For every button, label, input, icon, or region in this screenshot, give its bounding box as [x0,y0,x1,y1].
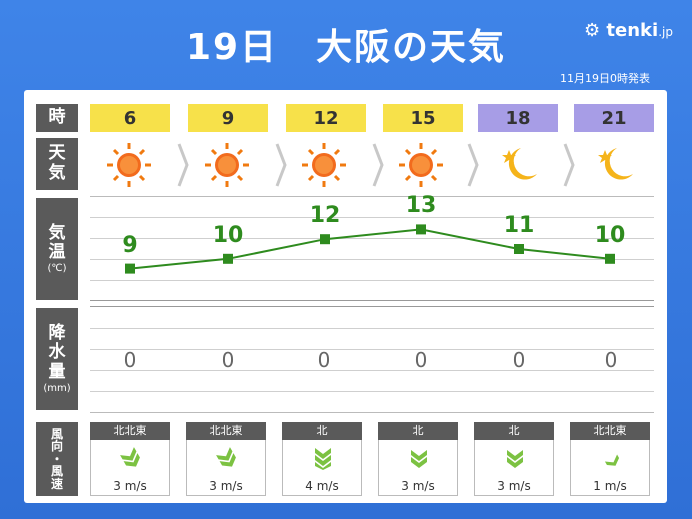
temperature-point [514,244,524,254]
temperature-point [320,234,330,245]
gridline [90,280,654,281]
divider [90,306,654,307]
precip-value: 0 [604,348,618,372]
wind-arrow-icon [507,450,523,468]
precip-value: 0 [317,348,331,372]
label-time: 時 [36,104,78,132]
precip-value: 0 [123,348,137,372]
gridline [90,328,654,329]
temperature-label: 10 [594,222,626,248]
chevron-right-icon [177,143,189,187]
sun-icon [399,143,443,187]
wind-cell: 3 m/s [186,440,266,496]
wind-direction: 北 [378,422,458,440]
chevron-right-icon [467,143,479,187]
label-weather-2: 気 [48,163,66,183]
gridline [90,370,654,371]
logo-text: tenki [606,20,659,41]
chevron-right-icon [275,143,287,187]
label-weather-1: 天 [48,143,66,164]
divider [90,300,654,301]
gridline [90,391,654,392]
label-wind-2: 向 [50,439,63,454]
gridline [90,238,654,239]
precip-value: 0 [414,348,428,372]
wind-cell: 3 m/s [474,440,554,496]
label-precip-3: 量 [48,362,66,383]
precip-value: 0 [512,348,526,372]
temperature-point [223,253,233,264]
label-wind-1: 風 [50,426,63,441]
sun-icon [302,143,346,187]
temperature-line [129,228,611,270]
wind-arrow-icon [411,450,427,468]
wind-speed: 3 m/s [401,479,435,493]
wind-speed: 3 m/s [113,479,147,493]
gridline [90,217,654,218]
label-precipitation: 降 水 量 (mm) [36,308,78,410]
time-cell: 18 [478,104,558,132]
moon-star-icon [502,148,537,180]
label-temp-unit: (℃) [47,262,67,274]
label-temp-2: 温 [48,242,66,263]
wind-speed: 4 m/s [305,479,339,493]
temperature-label: 9 [122,232,138,258]
time-cell: 9 [188,104,268,132]
wind-cell: 1 m/s [570,440,650,496]
page-title: 19日 大阪の天気 [185,27,507,68]
moon-star-icon [598,148,633,180]
issued-time: 11月19日0時発表 [560,72,650,85]
wind-direction: 北 [282,422,362,440]
wind-cell: 3 m/s [90,440,170,496]
logo-suffix: .jp [658,25,673,39]
time-cell: 6 [90,104,170,132]
divider [90,196,654,197]
logo: ⚙ tenki.jp [584,20,673,41]
label-weather: 天 気 [36,138,78,190]
label-precip-1: 降 [48,322,66,343]
label-wind-4: 風 [50,464,63,479]
temperature-point [605,253,615,264]
label-precip-2: 水 [48,342,66,363]
wind-arrow-icon [120,447,140,467]
wind-cell: 3 m/s [378,440,458,496]
label-precip-unit: (mm) [43,382,71,394]
wind-arrow-icon [315,448,331,470]
divider [90,412,654,413]
gridline [90,259,654,260]
wind-direction: 北北東 [186,422,266,440]
label-time-text: 時 [48,107,66,128]
temperature-label: 12 [309,203,341,229]
wind-speed: 3 m/s [209,479,243,493]
time-cell: 15 [383,104,463,132]
label-wind: 風 向 ・ 風 速 [36,422,78,496]
temperature-point [416,224,426,235]
label-wind-5: 速 [50,476,63,491]
sun-icon [107,143,151,187]
wind-direction: 北北東 [90,422,170,440]
precip-value: 0 [221,348,235,372]
label-wind-3: ・ [50,451,63,466]
wind-cell: 4 m/s [282,440,362,496]
gridline [90,349,654,350]
sun-icon [205,143,249,187]
temperature-point [125,263,135,274]
wind-speed: 3 m/s [497,479,531,493]
wind-direction: 北北東 [570,422,650,440]
wind-arrow-icon [216,447,236,467]
wind-arrow-icon [604,454,620,466]
wind-direction: 北 [474,422,554,440]
logo-icon: ⚙ [584,20,601,41]
chevron-right-icon [563,143,575,187]
time-cell: 12 [286,104,366,132]
time-cell: 21 [574,104,654,132]
wind-speed: 1 m/s [593,479,627,493]
temperature-label: 10 [212,222,244,248]
label-temp-1: 気 [48,222,66,243]
temperature-label: 13 [405,193,437,219]
chevron-right-icon [372,143,384,187]
label-temperature: 気 温 (℃) [36,198,78,300]
temperature-label: 11 [503,213,535,238]
